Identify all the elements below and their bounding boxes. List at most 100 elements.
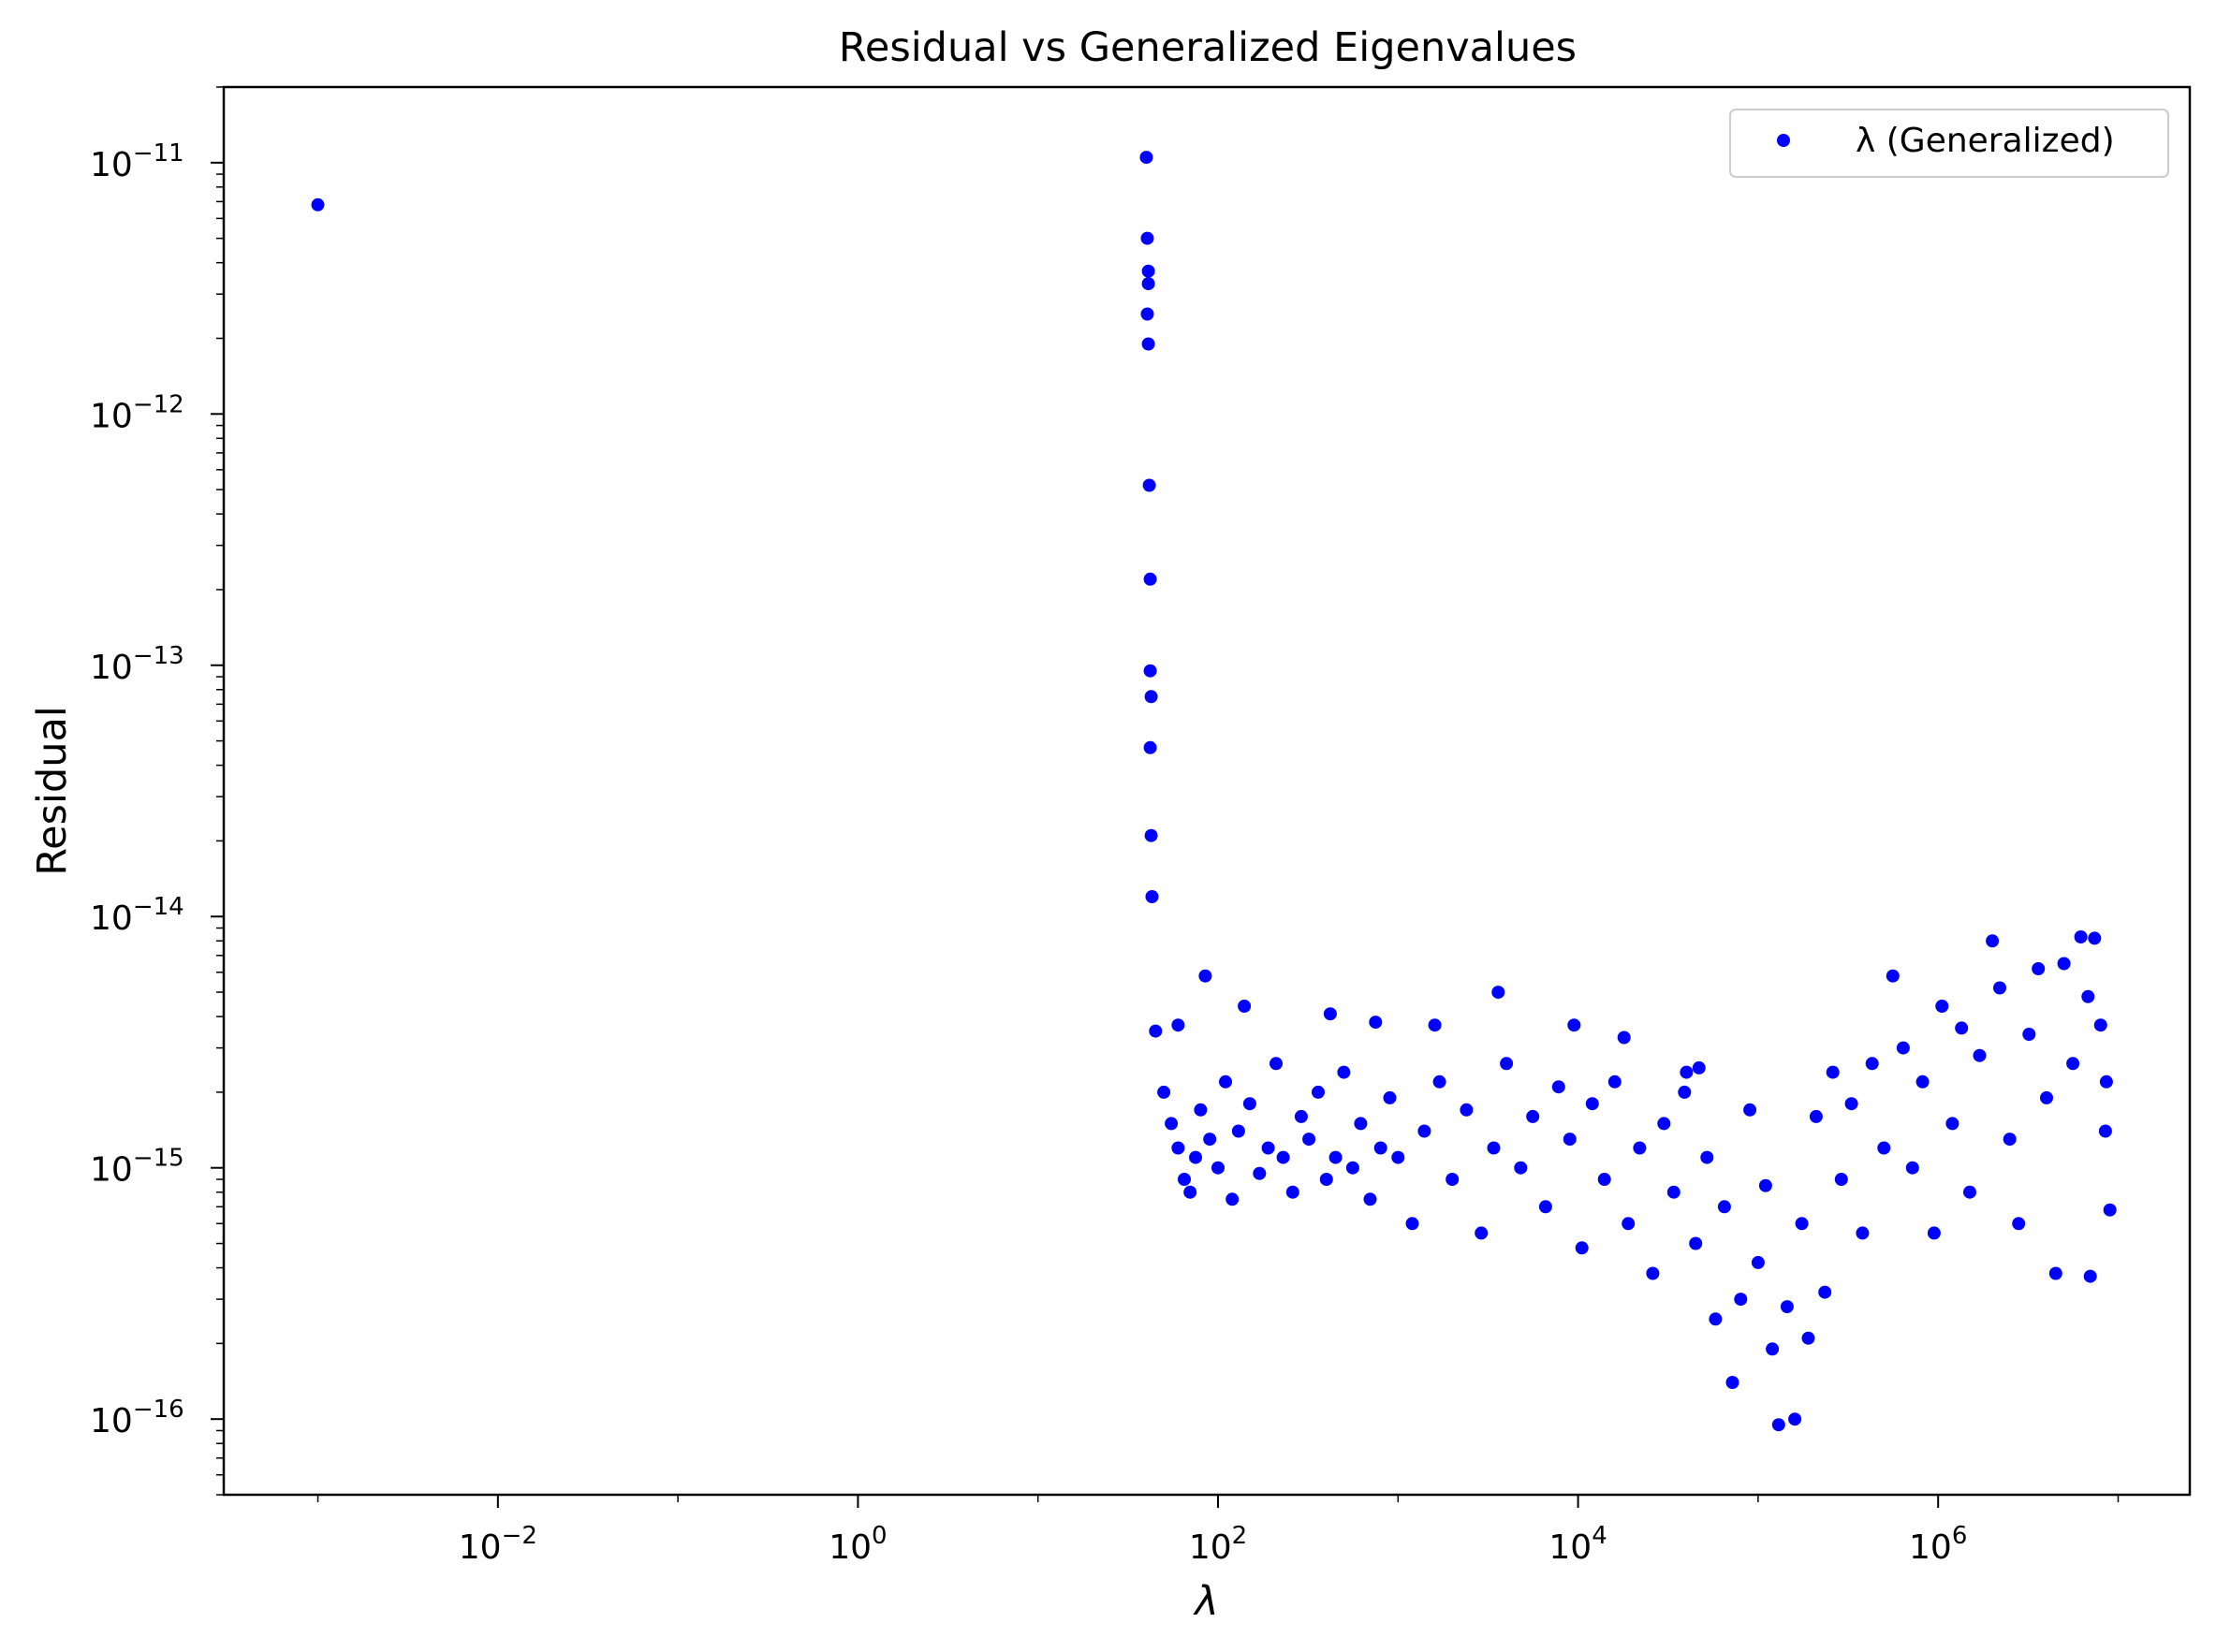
data-point xyxy=(1986,934,2000,948)
data-point xyxy=(1428,1018,1442,1032)
data-point xyxy=(1856,1226,1870,1240)
data-point xyxy=(1149,1024,1163,1038)
data-point xyxy=(1460,1103,1474,1117)
data-point xyxy=(1877,1141,1891,1155)
data-point xyxy=(2048,1266,2062,1280)
x-tick-label: 102 xyxy=(1189,1522,1247,1567)
data-point xyxy=(1171,1141,1185,1155)
data-point xyxy=(1801,1331,1815,1345)
data-point xyxy=(1144,828,1158,842)
data-point xyxy=(1323,1007,1337,1021)
data-point xyxy=(1141,277,1155,291)
data-point xyxy=(1405,1217,1419,1231)
data-point xyxy=(1993,981,2006,995)
data-point xyxy=(1826,1065,1840,1079)
data-point xyxy=(1963,1185,1976,1199)
data-point xyxy=(1865,1057,1879,1071)
data-point xyxy=(1203,1133,1217,1147)
data-point xyxy=(1373,1141,1387,1155)
chart-title: Residual vs Generalized Eigenvalues xyxy=(839,24,1577,71)
data-point xyxy=(1758,1178,1772,1192)
data-point xyxy=(1446,1173,1460,1186)
data-point xyxy=(1743,1103,1757,1117)
data-point xyxy=(1751,1255,1765,1269)
x-tick-label: 106 xyxy=(1909,1522,1967,1567)
data-point xyxy=(1345,1161,1359,1175)
data-point xyxy=(1945,1117,1959,1131)
data-point xyxy=(1680,1065,1694,1079)
y-tick-label: 10−11 xyxy=(90,139,184,184)
data-point xyxy=(1143,664,1157,678)
data-point xyxy=(1795,1217,1809,1231)
data-point xyxy=(1302,1133,1316,1147)
data-point xyxy=(1766,1342,1780,1356)
data-point xyxy=(1328,1150,1343,1164)
data-point xyxy=(2012,1217,2026,1231)
y-tick-label: 10−12 xyxy=(90,390,184,435)
data-point xyxy=(1896,1041,1910,1055)
data-point xyxy=(2066,1057,2080,1071)
data-point xyxy=(1139,151,1153,165)
data-point xyxy=(1666,1185,1680,1199)
data-point xyxy=(1809,1109,1823,1123)
data-point xyxy=(1935,1000,1949,1013)
data-point xyxy=(1657,1117,1671,1131)
data-point xyxy=(1140,307,1154,321)
data-point xyxy=(1319,1173,1333,1186)
data-point xyxy=(1585,1097,1599,1111)
data-point xyxy=(1143,572,1157,586)
data-point xyxy=(311,197,325,212)
data-point xyxy=(1225,1192,1240,1206)
data-point xyxy=(1142,478,1156,492)
data-point xyxy=(2081,989,2095,1003)
data-point xyxy=(1788,1412,1802,1426)
y-tick-label: 10−16 xyxy=(90,1396,184,1440)
data-point xyxy=(1633,1141,1647,1155)
data-point xyxy=(1157,1085,1171,1099)
data-point xyxy=(1563,1133,1577,1147)
y-tick-label: 10−14 xyxy=(90,893,184,938)
data-point xyxy=(1276,1150,1290,1164)
data-point xyxy=(1780,1300,1794,1314)
data-point xyxy=(1391,1150,1405,1164)
data-point xyxy=(1269,1057,1283,1071)
data-point xyxy=(1145,890,1159,903)
data-point xyxy=(2040,1090,2053,1104)
data-point xyxy=(1709,1312,1723,1326)
data-point xyxy=(1178,1173,1191,1186)
data-point xyxy=(1231,1124,1245,1138)
data-point xyxy=(2099,1075,2113,1089)
data-point xyxy=(1617,1031,1631,1045)
data-point xyxy=(1771,1418,1785,1432)
data-point xyxy=(1622,1217,1636,1231)
legend-label: λ (Generalized) xyxy=(1856,122,2115,160)
data-point xyxy=(1261,1141,1275,1155)
data-point xyxy=(1818,1285,1832,1299)
data-point xyxy=(1141,264,1155,278)
points-layer xyxy=(311,151,2117,1432)
x-tick-label: 104 xyxy=(1548,1522,1607,1567)
data-point xyxy=(1973,1048,1987,1062)
data-point xyxy=(1487,1141,1501,1155)
data-point xyxy=(1905,1161,1919,1175)
data-point xyxy=(1238,1000,1252,1013)
data-point xyxy=(2022,1028,2036,1041)
y-axis-label: Residual xyxy=(29,706,76,876)
data-point xyxy=(1198,969,1212,983)
data-point xyxy=(1678,1085,1692,1099)
data-point xyxy=(1886,969,1900,983)
data-point xyxy=(2074,930,2088,943)
plot-area-frame xyxy=(222,85,2192,1497)
data-point xyxy=(1526,1109,1540,1123)
data-point xyxy=(2003,1133,2017,1147)
data-point xyxy=(1689,1236,1703,1250)
data-point xyxy=(1432,1075,1446,1089)
legend-box xyxy=(1729,109,2169,178)
data-point xyxy=(1417,1124,1431,1138)
data-point xyxy=(1337,1065,1351,1079)
data-point xyxy=(1141,337,1155,351)
data-point xyxy=(1354,1117,1368,1131)
data-point xyxy=(1844,1097,1858,1111)
data-point xyxy=(2083,1269,2097,1283)
